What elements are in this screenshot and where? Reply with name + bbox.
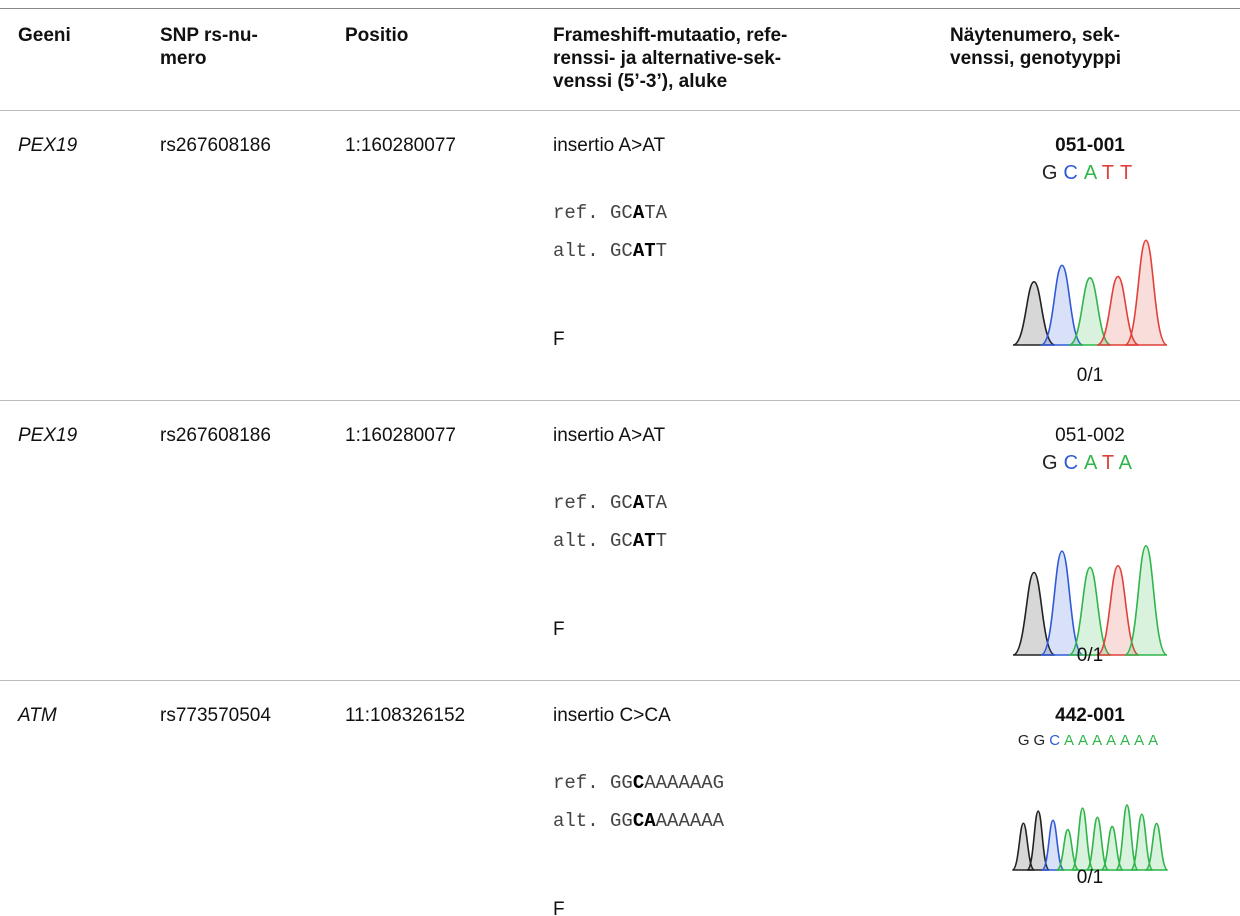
base: A — [1084, 162, 1102, 184]
primer: F — [553, 898, 565, 916]
base: G — [1034, 732, 1050, 749]
header-cell: venssi (5’-3’), aluke — [553, 70, 727, 93]
peak — [1146, 823, 1168, 870]
position: 11:108326152 — [345, 704, 465, 727]
prefix: alt. — [553, 240, 599, 262]
mutation: insertio C>CA — [553, 704, 671, 727]
base: G — [1018, 732, 1034, 749]
header-cell: SNP rs-nu- — [160, 24, 258, 47]
gene: PEX19 — [18, 134, 77, 157]
base: A — [1120, 732, 1134, 749]
header-cell: Positio — [345, 24, 408, 47]
sequence-part: A — [633, 202, 644, 224]
base: A — [1078, 732, 1092, 749]
position: 1:160280077 — [345, 424, 456, 447]
sequence-part: CA — [633, 810, 656, 832]
header-cell: Frameshift-mutaatio, refe- — [553, 24, 787, 47]
sequence-part: GG — [610, 810, 633, 832]
mutation: insertio A>AT — [553, 134, 665, 157]
alt-sequence: alt. GCATT — [553, 240, 667, 263]
base: C — [1049, 732, 1064, 749]
chromatogram — [1012, 230, 1168, 349]
base: A — [1134, 732, 1148, 749]
base: G — [1042, 452, 1064, 474]
base: C — [1063, 162, 1083, 184]
sequence-part: AAAAAAG — [644, 772, 724, 794]
sequence-part: AAAAAA — [656, 810, 724, 832]
header-cell: Geeni — [18, 24, 71, 47]
alt-sequence: alt. GCATT — [553, 530, 667, 553]
base: A — [1106, 732, 1120, 749]
header-cell: Näytenumero, sek- — [950, 24, 1120, 47]
chromatogram — [1008, 785, 1172, 874]
position: 1:160280077 — [345, 134, 456, 157]
primer: F — [553, 618, 565, 641]
base: T — [1102, 162, 1120, 184]
primer: F — [553, 328, 565, 351]
genotype: 0/1 — [1077, 866, 1103, 889]
header-cell: venssi, genotyyppi — [950, 47, 1121, 70]
header-rule — [0, 110, 1240, 111]
base: T — [1120, 162, 1138, 184]
alt-sequence: alt. GGCAAAAAAA — [553, 810, 724, 833]
base: A — [1064, 732, 1078, 749]
base: C — [1064, 452, 1084, 474]
base-calls: GCATA — [1042, 452, 1138, 475]
sample-id: 051-001 — [1055, 134, 1125, 157]
prefix: ref. — [553, 772, 599, 794]
base-calls: GGCAAAAAAA — [1018, 732, 1162, 749]
sequence-part: C — [633, 772, 644, 794]
sequence-part: TA — [644, 202, 667, 224]
row-rule — [0, 680, 1240, 681]
sequence-part: A — [633, 492, 644, 514]
sequence-part: TA — [644, 492, 667, 514]
sample-id: 442-001 — [1055, 704, 1125, 727]
ref-sequence: ref. GCATA — [553, 492, 667, 515]
snp: rs773570504 — [160, 704, 271, 727]
sequence-part: GC — [610, 240, 633, 262]
snp: rs267608186 — [160, 134, 271, 157]
base: A — [1084, 452, 1102, 474]
sequence-part: GC — [610, 202, 633, 224]
sequence-part: T — [656, 240, 667, 262]
mutation: insertio A>AT — [553, 424, 665, 447]
page: Geeni SNP rs-nu-mero Positio Frameshift-mut… — [0, 0, 1240, 916]
sequence-part: GG — [610, 772, 633, 794]
base-calls: GCATT — [1042, 162, 1138, 185]
header-cell: renssi- ja alternative-sek- — [553, 47, 781, 70]
sequence-part: GC — [610, 530, 633, 552]
sample-id: 051-002 — [1055, 424, 1125, 447]
sequence-part: GC — [610, 492, 633, 514]
sequence-part: T — [656, 530, 667, 552]
prefix: alt. — [553, 530, 599, 552]
row-rule — [0, 400, 1240, 401]
table-top-rule — [0, 8, 1240, 9]
prefix: alt. — [553, 810, 599, 832]
gene: ATM — [18, 704, 57, 727]
ref-sequence: ref. GGCAAAAAAG — [553, 772, 724, 795]
base: A — [1119, 452, 1138, 474]
gene: PEX19 — [18, 424, 77, 447]
base: T — [1102, 452, 1119, 474]
ref-sequence: ref. GCATA — [553, 202, 667, 225]
prefix: ref. — [553, 202, 599, 224]
sequence-part: AT — [633, 530, 656, 552]
genotype: 0/1 — [1077, 364, 1103, 387]
snp: rs267608186 — [160, 424, 271, 447]
peak — [1125, 240, 1167, 345]
sequence-part: AT — [633, 240, 656, 262]
prefix: ref. — [553, 492, 599, 514]
genotype: 0/1 — [1077, 644, 1103, 667]
chromatogram — [1012, 505, 1168, 659]
base: A — [1092, 732, 1106, 749]
base: A — [1148, 732, 1162, 749]
base: G — [1042, 162, 1064, 184]
header-cell: mero — [160, 47, 206, 70]
